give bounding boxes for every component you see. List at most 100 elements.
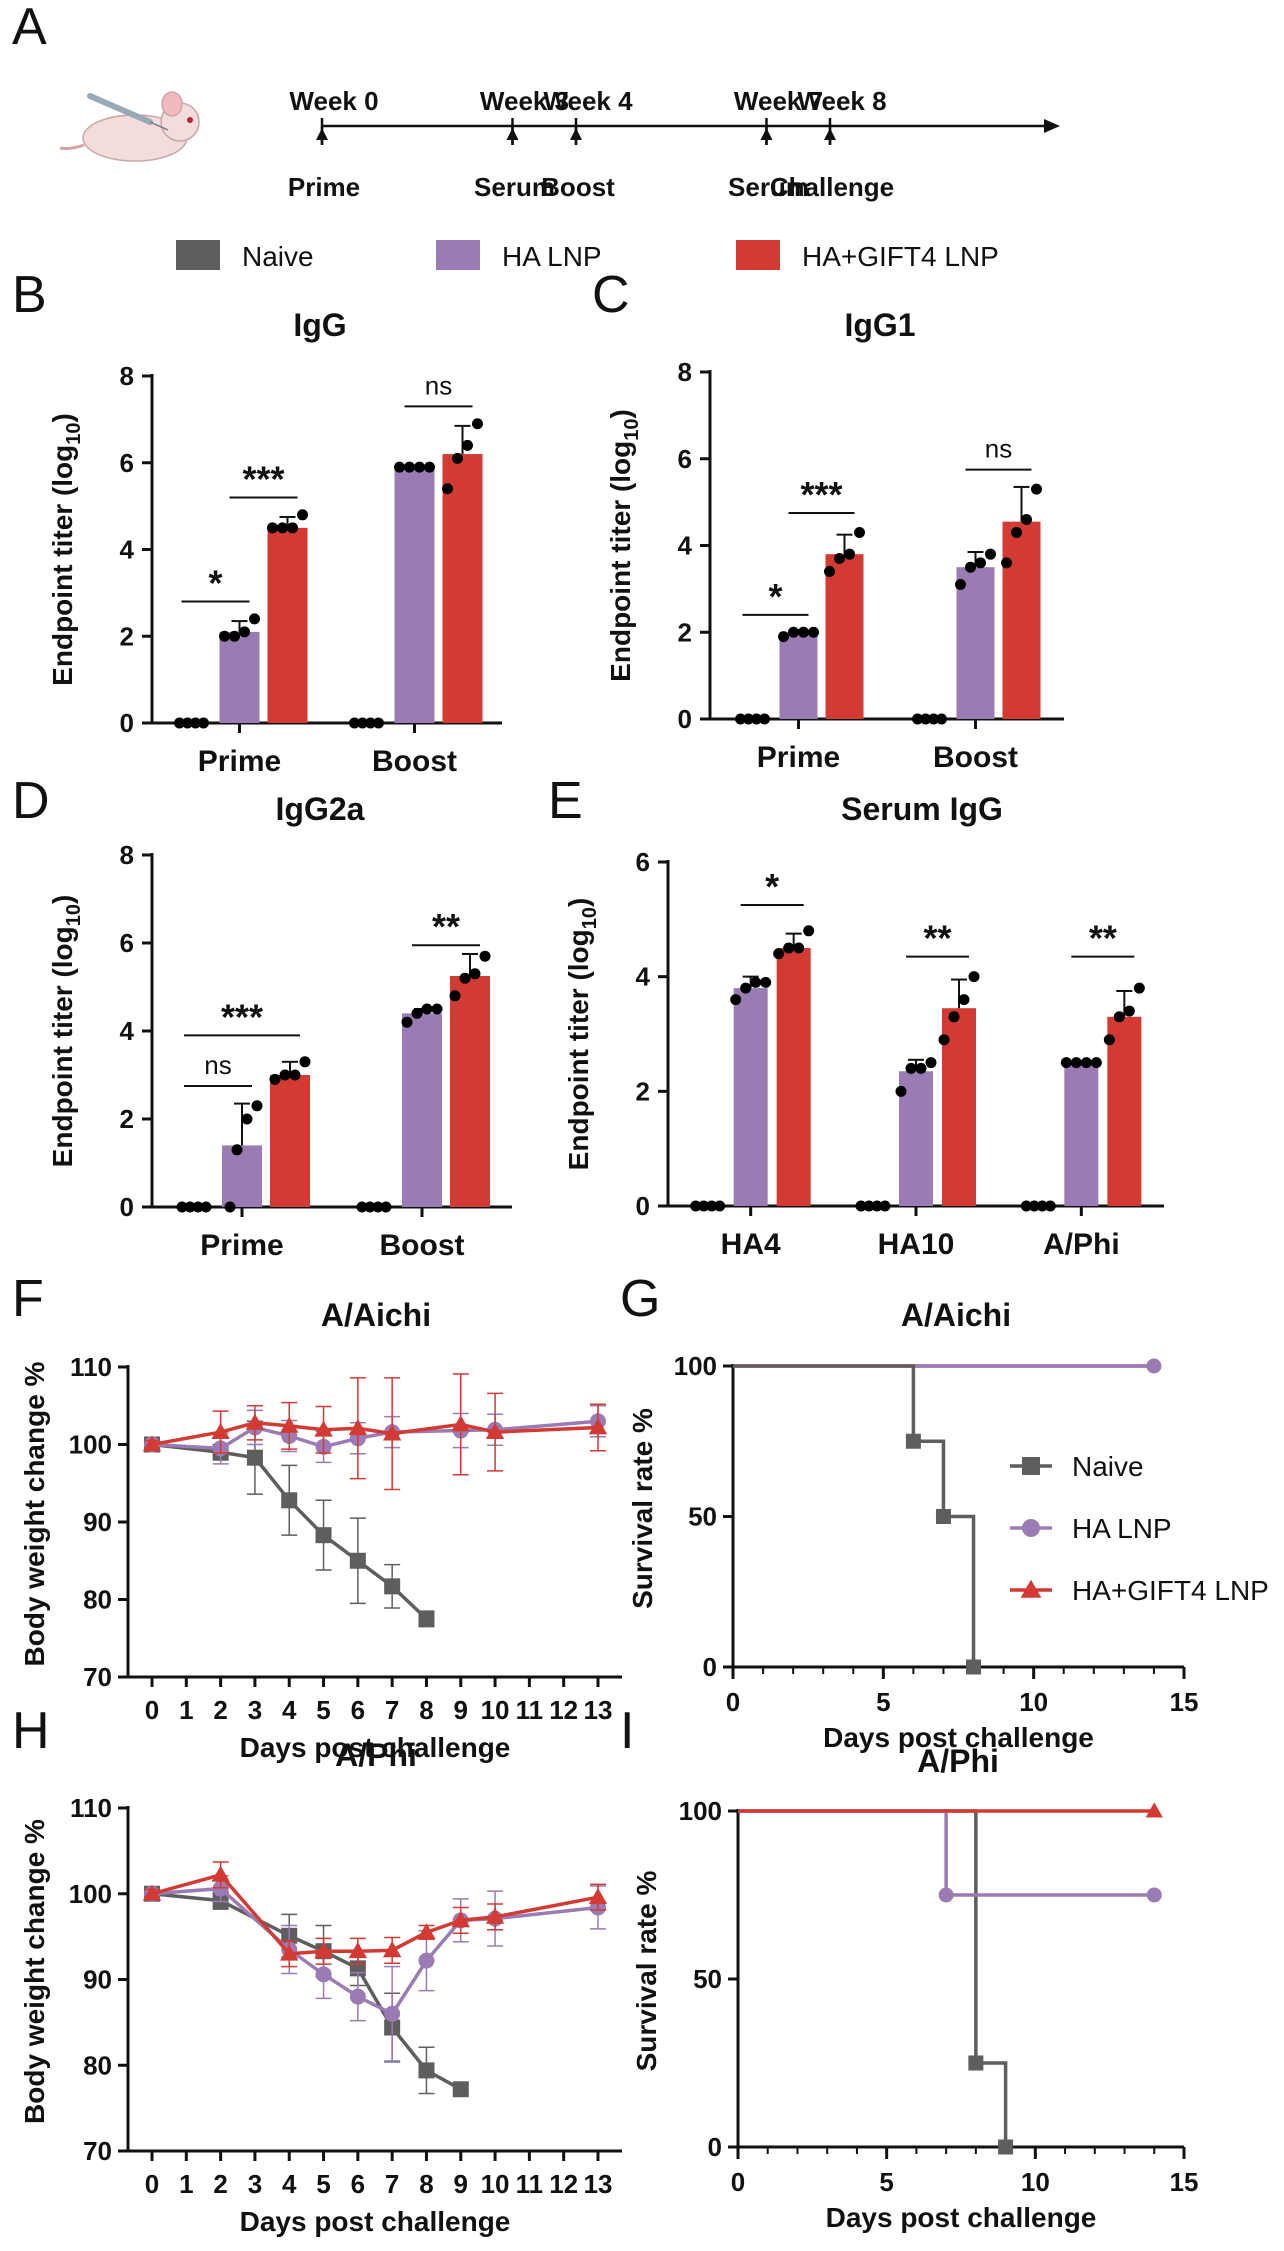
timeline-event-label: Serum	[728, 172, 809, 202]
series-line	[151, 1892, 462, 2091]
y-tick-label: 70	[83, 1662, 112, 1692]
x-tick-label: 5	[316, 1695, 330, 1725]
legend-swatch	[436, 240, 480, 270]
line-chart-h: A/Phi Days post challenge Body weight chan…	[19, 1737, 622, 2237]
y-tick-label: 2	[636, 1076, 650, 1106]
data-point	[269, 1073, 281, 1085]
bar	[1064, 1062, 1099, 1206]
bar	[825, 554, 864, 719]
y-tick-label: 0	[120, 708, 134, 738]
data-point	[267, 522, 278, 534]
data-point	[803, 925, 815, 937]
chart-title: Serum IgG	[841, 791, 1003, 827]
timeline: Week 0 Prime Week 3 Serum Week 4 Boost Week 7 S…	[59, 86, 1060, 272]
data-point	[1060, 1057, 1072, 1069]
data-point	[928, 713, 939, 725]
y-tick-label: 100	[674, 1351, 717, 1381]
data-point	[895, 1085, 907, 1097]
y-axis-label: Body weight change %	[19, 1361, 50, 1666]
data-point	[394, 461, 405, 473]
significance-label: *	[765, 866, 779, 907]
x-tick-label: 3	[248, 2169, 262, 2199]
timeline-event-label: Prime	[288, 172, 360, 202]
bar	[776, 948, 811, 1206]
legend-label: HA LNP	[1072, 1513, 1172, 1544]
x-category-label: HA10	[878, 1228, 955, 1261]
data-point	[372, 1201, 384, 1213]
mouse-eye	[187, 117, 193, 123]
y-tick-label: 6	[120, 448, 134, 478]
legend-marker	[1020, 1579, 1042, 1598]
data-marker	[1145, 1802, 1163, 1818]
y-tick-label: 0	[120, 1192, 134, 1222]
data-marker	[485, 1422, 505, 1439]
data-marker	[314, 1942, 333, 1959]
panel-letter-d: D	[12, 772, 50, 830]
legend-label: Naive	[242, 241, 314, 272]
x-tick-label: 11	[516, 2169, 544, 2199]
x-category-label: A/Phi	[1043, 1228, 1120, 1261]
data-marker	[384, 2005, 401, 2022]
y-tick-label: 100	[69, 1879, 112, 1909]
x-tick-label: 8	[419, 1695, 433, 1725]
data-marker	[349, 1552, 366, 1569]
data-marker	[245, 1413, 265, 1430]
data-marker	[280, 1944, 299, 1961]
x-category-label: Boost	[372, 745, 457, 778]
data-marker	[382, 1424, 402, 1441]
series-line	[733, 1364, 976, 1667]
timeline-week-label: Week 3	[480, 86, 569, 116]
data-point	[241, 1113, 253, 1125]
data-marker	[485, 1907, 505, 1924]
data-point	[834, 553, 845, 565]
data-point	[200, 1201, 212, 1213]
data-point	[1021, 513, 1032, 525]
syringe-barrel	[87, 93, 153, 125]
legend-marker	[1022, 1457, 1040, 1475]
timeline-week-label: Week 4	[543, 86, 633, 116]
significance-label: ***	[800, 474, 842, 515]
y-tick-label: 2	[678, 617, 692, 647]
x-tick-label: 13	[584, 1695, 613, 1725]
y-tick-label: 2	[120, 621, 134, 651]
bar	[270, 1075, 310, 1207]
data-point	[277, 522, 288, 534]
data-marker	[384, 1578, 401, 1595]
x-category-label: Prime	[757, 741, 840, 774]
data-point	[414, 461, 425, 473]
y-tick-label: 6	[636, 847, 650, 877]
x-tick-label: 10	[1021, 2167, 1050, 2197]
data-marker	[588, 1887, 608, 1905]
data-marker	[142, 1884, 162, 1901]
data-point	[1036, 1200, 1048, 1212]
x-tick-label: 4	[282, 1695, 297, 1725]
data-marker	[418, 1952, 435, 1969]
data-marker	[314, 1420, 333, 1437]
data-point	[824, 566, 835, 578]
bar	[394, 467, 435, 723]
data-point	[743, 713, 754, 725]
data-marker	[451, 1911, 470, 1928]
data-marker	[1146, 1887, 1162, 1903]
panel-letter-h: H	[12, 1702, 50, 1760]
data-marker	[935, 1509, 951, 1524]
legend-label: HA+GIFT4 LNP	[802, 241, 999, 272]
data-marker	[968, 2055, 984, 2071]
data-point	[1031, 483, 1042, 495]
x-tick-label: 9	[454, 1695, 468, 1725]
timeline-arrow-head	[506, 128, 519, 140]
data-marker	[142, 1435, 162, 1452]
data-point	[198, 717, 209, 729]
x-tick-label: 5	[316, 2169, 330, 2199]
data-marker	[315, 1527, 332, 1544]
data-point	[190, 717, 201, 729]
data-marker	[452, 2081, 469, 2098]
data-point	[975, 557, 986, 569]
panel-letter-c: C	[592, 266, 630, 324]
data-point	[968, 971, 980, 983]
bar	[402, 1013, 442, 1207]
x-tick-label: 5	[876, 1687, 890, 1717]
data-point	[176, 1201, 188, 1213]
data-point	[287, 522, 298, 534]
data-point	[184, 1201, 196, 1213]
